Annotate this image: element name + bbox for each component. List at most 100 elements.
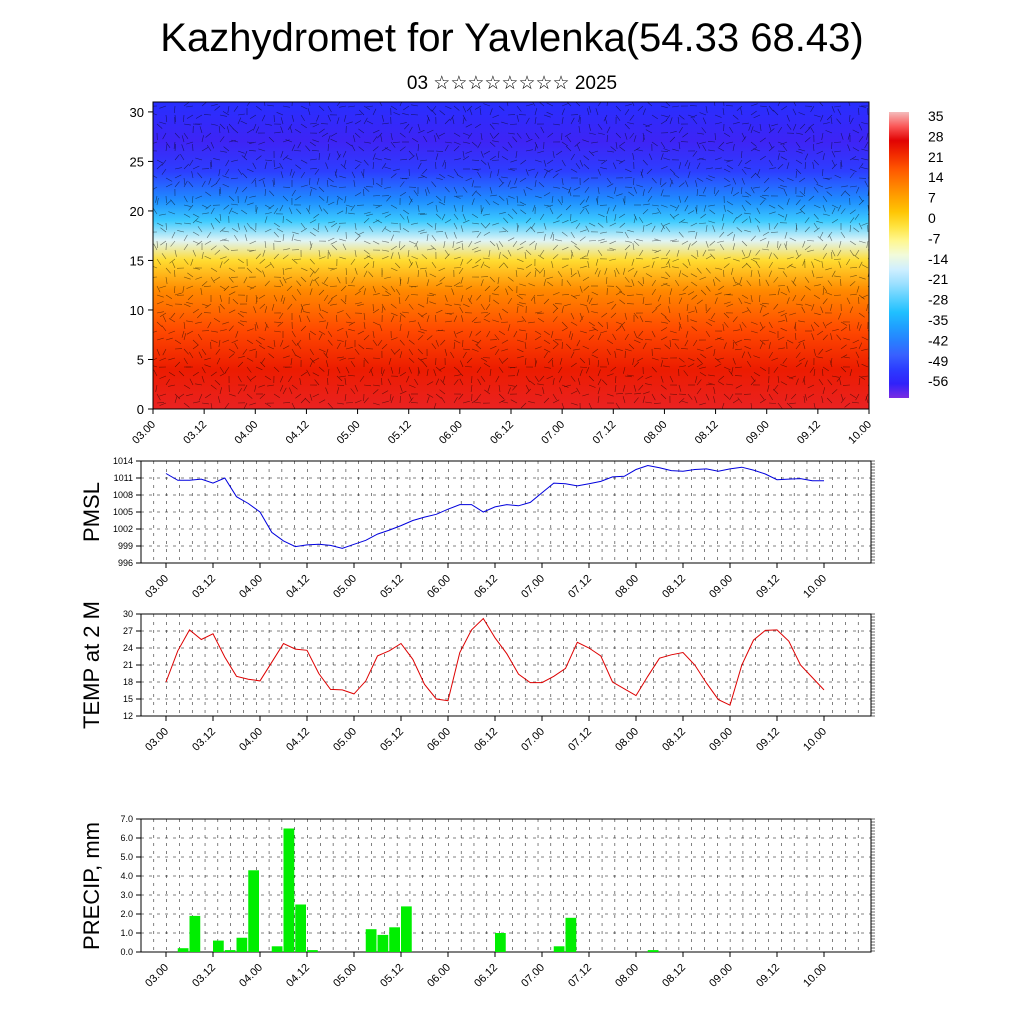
wind-barb — [468, 240, 473, 248]
wind-barb — [678, 182, 685, 188]
wind-barb — [228, 207, 233, 215]
wind-barb — [509, 123, 518, 125]
wind-barb — [745, 159, 752, 165]
y-tick-label: 18 — [123, 677, 133, 687]
y-tick-label: 10 — [130, 303, 144, 318]
wind-barb — [288, 375, 293, 383]
wind-barb — [456, 240, 464, 244]
wind-barb — [426, 279, 430, 287]
wind-barb — [804, 393, 808, 401]
wind-barb — [552, 399, 560, 404]
wind-barb — [210, 123, 218, 126]
wind-barb — [546, 375, 554, 380]
wind-barb — [570, 362, 577, 368]
wind-barb — [417, 348, 424, 355]
wind-barb — [811, 333, 815, 341]
wind-barb — [277, 321, 284, 327]
wind-barb — [822, 366, 829, 372]
wind-barb — [153, 141, 158, 144]
wind-barb — [453, 379, 459, 386]
wind-barb — [735, 348, 743, 351]
wind-barb — [750, 172, 757, 179]
wind-barb — [426, 396, 430, 404]
wind-barb — [606, 348, 611, 356]
wind-barb — [318, 204, 323, 212]
wind-barb — [189, 351, 194, 359]
wind-barb — [182, 285, 185, 293]
wind-barb — [285, 267, 293, 270]
wind-barb — [660, 257, 668, 260]
wind-barb — [368, 225, 374, 233]
wind-barb — [798, 148, 806, 152]
wind-barb — [516, 132, 522, 139]
wind-barb — [426, 335, 433, 341]
wind-barb — [519, 283, 527, 287]
wind-barb — [542, 387, 545, 395]
wind-barb — [210, 222, 215, 230]
wind-barb — [489, 194, 497, 197]
wind-barb — [690, 273, 698, 278]
wind-barb — [309, 258, 315, 265]
wind-barb — [512, 384, 518, 391]
y-tick-label: 24 — [123, 643, 133, 653]
wind-barb — [476, 393, 482, 400]
x-tick-label: 03.12 — [190, 573, 218, 601]
wind-barb — [491, 159, 500, 161]
wind-barb — [741, 263, 748, 269]
wind-barb — [165, 303, 173, 307]
wind-barb — [666, 258, 671, 266]
wind-barb — [714, 267, 722, 270]
wind-barb — [534, 311, 542, 314]
wind-barb — [318, 348, 326, 353]
wind-barb — [665, 249, 671, 256]
wind-barb — [381, 306, 384, 314]
wind-barb — [631, 258, 635, 266]
wind-barb — [759, 199, 765, 206]
wind-barb — [507, 249, 512, 257]
wind-barb — [300, 276, 307, 283]
wind-barb — [244, 195, 248, 203]
wind-barb — [273, 285, 282, 288]
wind-barb — [246, 202, 254, 206]
wind-barb — [174, 181, 180, 188]
wind-barb — [192, 143, 194, 152]
wind-barb — [435, 177, 443, 180]
wind-barb — [705, 105, 708, 113]
y-tick-label: 1002 — [113, 524, 133, 534]
wind-barb — [546, 276, 554, 280]
wind-barb — [336, 384, 345, 386]
wind-barb — [642, 108, 646, 116]
wind-barb — [606, 215, 608, 224]
wind-barb — [186, 105, 194, 108]
wind-barb — [675, 204, 680, 212]
wind-barb — [156, 285, 161, 293]
wind-barb — [723, 132, 731, 137]
wind-barb — [532, 102, 536, 107]
wind-barb — [285, 139, 293, 143]
wind-barb — [381, 122, 389, 125]
wind-barb — [539, 213, 545, 221]
y-tick-label: 1005 — [113, 507, 133, 517]
wind-barb — [552, 359, 554, 368]
wind-barb — [398, 366, 401, 374]
wind-barb — [588, 132, 596, 135]
wind-barb — [672, 213, 680, 218]
wind-barb — [525, 186, 533, 191]
wind-barb — [165, 276, 168, 284]
wind-barb — [858, 199, 865, 206]
x-tick-label: 05.12 — [378, 726, 406, 754]
wind-barb — [345, 121, 353, 125]
wind-barb — [745, 191, 752, 197]
wind-barb — [853, 227, 860, 233]
wind-barb — [259, 361, 266, 368]
wind-barb — [762, 248, 770, 251]
wind-barb — [692, 118, 698, 125]
wind-barb — [459, 306, 464, 314]
wind-barb — [479, 108, 482, 116]
wind-barb — [208, 177, 212, 185]
series-line — [165, 617, 825, 706]
wind-barb — [228, 353, 235, 359]
wind-barb — [777, 288, 780, 296]
wind-barb — [426, 369, 429, 377]
wind-barb — [248, 150, 257, 152]
